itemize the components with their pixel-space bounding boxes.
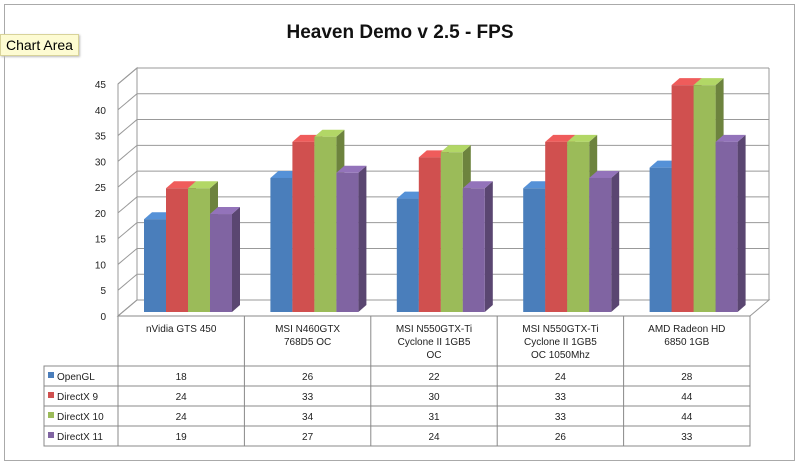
- bar-side: [737, 134, 746, 312]
- data-label: 30: [428, 392, 440, 403]
- bar-top: [693, 78, 724, 86]
- data-label: 44: [681, 392, 693, 403]
- bar-top: [210, 207, 240, 215]
- bar-directx-11: [462, 188, 485, 312]
- bar-directx-9: [292, 141, 315, 312]
- category-label: 6850 1GB: [664, 337, 709, 348]
- data-label: 24: [176, 392, 188, 403]
- y-tick-label: 5: [100, 286, 106, 297]
- category-label: 768D5 OC: [284, 337, 331, 348]
- bar-directx-11: [336, 172, 359, 312]
- bar-directx-10: [693, 85, 716, 313]
- bar-directx-10: [188, 188, 210, 312]
- data-label: 18: [176, 372, 188, 383]
- bar-directx-11: [715, 141, 738, 312]
- data-label: 33: [681, 432, 693, 443]
- category-label: MSI N460GTX: [275, 324, 340, 335]
- legend-key: [48, 412, 54, 418]
- bar-top: [589, 170, 620, 178]
- gridline: [117, 67, 769, 85]
- bar-top: [671, 78, 702, 86]
- bar-opengl: [649, 167, 672, 312]
- data-label: 33: [555, 412, 567, 423]
- data-label: 22: [428, 372, 440, 383]
- y-tick-label: 40: [95, 106, 107, 117]
- category-label: OC 1050Mhz: [531, 350, 590, 361]
- bar-directx-9: [166, 188, 188, 312]
- data-label: 19: [176, 432, 188, 443]
- data-label: 31: [428, 412, 440, 423]
- bar-opengl: [270, 177, 293, 312]
- y-tick-label: 30: [95, 157, 107, 168]
- bar-top: [545, 134, 576, 142]
- data-label: 27: [302, 432, 314, 443]
- bar-top: [336, 165, 367, 173]
- bar-top: [715, 134, 746, 142]
- bar-directx-11: [589, 177, 612, 312]
- bar-directx-11: [210, 214, 232, 312]
- data-label: 34: [302, 412, 314, 423]
- side-wall: [117, 66, 138, 318]
- data-label: 26: [555, 432, 567, 443]
- data-label: 24: [555, 372, 567, 383]
- category-label: MSI N550GTX-Ti: [396, 324, 472, 335]
- chart-title: Heaven Demo v 2.5 - FPS: [286, 22, 514, 43]
- y-tick-label: 20: [95, 209, 107, 220]
- legend-label: DirectX 10: [57, 412, 104, 423]
- gridline: [117, 93, 769, 111]
- y-tick-label: 25: [95, 183, 107, 194]
- data-label: 26: [302, 372, 314, 383]
- data-label: 44: [681, 412, 693, 423]
- bar-opengl: [523, 188, 546, 312]
- legend-key: [48, 392, 54, 398]
- bar-directx-9: [671, 85, 694, 313]
- bar-directx-10: [440, 152, 463, 312]
- bar-top: [462, 181, 493, 189]
- bar-top: [314, 129, 345, 137]
- bar-side: [358, 165, 367, 312]
- y-tick-label: 15: [95, 235, 107, 246]
- category-label: OC: [427, 350, 442, 361]
- gridline: [117, 119, 769, 136]
- y-tick-label: 0: [100, 312, 106, 323]
- data-label: 33: [555, 392, 567, 403]
- bar-side: [484, 181, 493, 312]
- data-label: 33: [302, 392, 314, 403]
- legend-label: DirectX 9: [57, 392, 99, 403]
- bar-opengl: [396, 198, 419, 312]
- category-label: Cyclone II 1GB5: [524, 337, 597, 348]
- bar-top: [440, 145, 471, 153]
- data-label: 24: [176, 412, 188, 423]
- legend-label: OpenGL: [57, 372, 95, 383]
- bar-top: [567, 134, 598, 142]
- legend-label: DirectX 11: [57, 432, 103, 443]
- data-label: 28: [681, 372, 693, 383]
- category-label: MSI N550GTX-Ti: [522, 324, 598, 335]
- legend-key: [48, 432, 54, 438]
- legend-key: [48, 372, 54, 378]
- y-tick-label: 10: [95, 260, 107, 271]
- bar-directx-10: [314, 136, 337, 312]
- chart-area-tooltip: Chart Area: [0, 34, 79, 56]
- bar-directx-10: [567, 141, 590, 312]
- bar-top: [166, 181, 196, 189]
- bar-top: [188, 181, 218, 189]
- category-label: Cyclone II 1GB5: [398, 337, 471, 348]
- y-tick-label: 45: [95, 80, 107, 91]
- bar-side: [611, 170, 620, 312]
- y-tick-label: 35: [95, 132, 107, 143]
- category-label: AMD Radeon HD: [648, 324, 725, 335]
- category-label: nVidia GTS 450: [146, 324, 217, 335]
- bar-directx-9: [418, 157, 441, 312]
- bar-directx-9: [545, 141, 568, 312]
- bar-side: [232, 207, 240, 312]
- bar-opengl: [144, 219, 166, 312]
- data-label: 24: [428, 432, 440, 443]
